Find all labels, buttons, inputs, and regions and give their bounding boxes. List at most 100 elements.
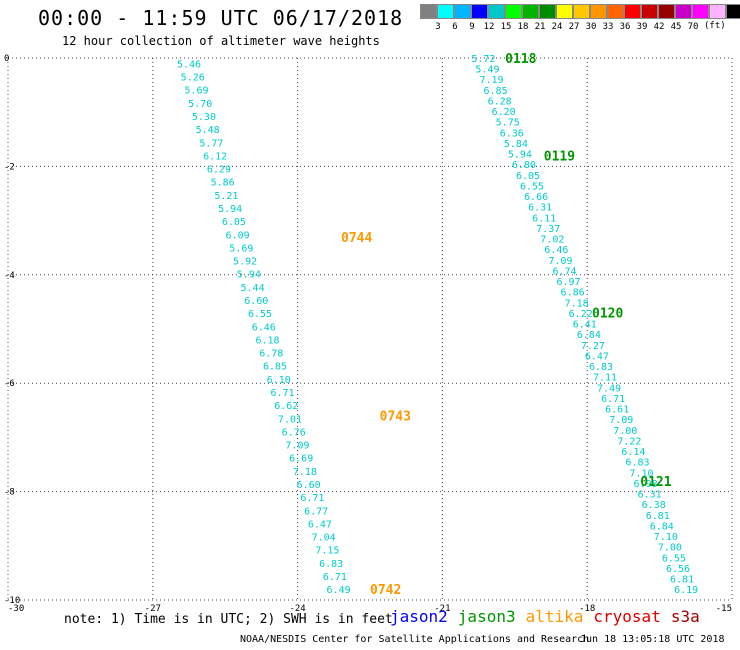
swh-value: 6.81	[670, 575, 694, 586]
swh-value: 6.55	[248, 309, 272, 320]
time-label: 0120	[592, 307, 623, 322]
legend-swatch	[709, 4, 726, 19]
swh-value: 6.55	[520, 181, 544, 192]
swh-value: 7.10	[629, 468, 653, 479]
legend-color-boxes	[420, 4, 740, 19]
swh-value: 6.41	[573, 320, 597, 331]
swh-value: 5.94	[508, 150, 532, 161]
swh-value: 7.09	[609, 415, 633, 426]
legend-swatch	[471, 4, 488, 19]
swh-value: 7.02	[540, 235, 564, 246]
swh-value: 6.76	[282, 427, 306, 438]
legend-label: 33	[602, 22, 614, 32]
swh-value: 6.20	[492, 107, 516, 118]
swh-value: 5.75	[496, 118, 520, 129]
satellite-s3a: s3a	[670, 607, 700, 626]
legend-label: 30	[585, 22, 597, 32]
time-label: 0121	[640, 475, 671, 490]
page-title: 00:00 - 11:59 UTC 06/17/2018	[38, 6, 404, 30]
swh-value: 7.00	[613, 426, 637, 437]
swh-value: 5.48	[196, 125, 220, 136]
swh-value: 5.21	[214, 191, 238, 202]
swh-value: 6.49	[327, 585, 351, 596]
satellite-altika: altika	[525, 607, 584, 626]
swh-value: 5.69	[184, 86, 208, 97]
swh-value: 6.74	[552, 266, 576, 277]
swh-value: 6.36	[500, 128, 524, 139]
legend-swatch	[556, 4, 573, 19]
swh-value: 6.38	[642, 500, 666, 511]
legend-label: 24	[551, 22, 563, 32]
legend-label: 15	[500, 22, 512, 32]
time-label: 0744	[341, 231, 372, 246]
color-legend: 3 6 9 12 15 18 21 24 27 30 33 36 39 42 45 70	[420, 4, 740, 33]
swh-value: 6.09	[226, 230, 250, 241]
swh-value: 6.83	[319, 559, 343, 570]
y-tick-label: -4	[4, 271, 15, 281]
swh-value: 6.46	[252, 322, 276, 333]
swh-value: 6.71	[601, 394, 625, 405]
legend-swatch	[624, 4, 641, 19]
swh-value: 5.72	[471, 54, 495, 65]
swh-value: 7.49	[597, 383, 621, 394]
swh-value: 6.61	[605, 405, 629, 416]
swh-value: 7.09	[548, 256, 572, 267]
legend-labels: 3 6 9 12 15 18 21 24 27 30 33 36 39 42 45 70	[420, 19, 740, 33]
swh-value: 7.11	[593, 373, 617, 384]
legend-swatch	[488, 4, 505, 19]
legend-swatch	[641, 4, 658, 19]
swh-value: 7.37	[536, 224, 560, 235]
legend-label: 42	[653, 22, 665, 32]
swh-value: 5.86	[211, 178, 235, 189]
satellite-cryosat: cryosat	[593, 607, 661, 626]
legend-swatch	[726, 4, 740, 19]
legend-label: 18	[517, 22, 529, 32]
swh-value: 6.98	[634, 479, 658, 490]
legend-label: 3	[435, 22, 441, 32]
satellite-jason3: jason3	[457, 607, 516, 626]
legend-label: 27	[568, 22, 580, 32]
satellite-legend: jason2 jason3 altika cryosat s3a	[390, 607, 710, 626]
legend-swatch	[607, 4, 624, 19]
swh-value: 6.84	[577, 330, 601, 341]
swh-value: 6.69	[289, 454, 313, 465]
time-label: 0742	[370, 583, 401, 598]
swh-value: 6.80	[512, 160, 536, 171]
swh-value: 6.71	[300, 493, 324, 504]
swh-value: 6.05	[516, 171, 540, 182]
swh-value: 5.94	[218, 204, 242, 215]
swh-value: 6.77	[304, 506, 328, 517]
time-label: 0119	[544, 150, 575, 165]
time-label: 0743	[380, 410, 411, 425]
swh-value: 6.62	[274, 401, 298, 412]
legend-swatch	[437, 4, 454, 19]
swh-value: 6.05	[222, 217, 246, 228]
swh-value: 6.11	[532, 213, 556, 224]
swh-value: 6.55	[662, 553, 686, 564]
swh-value: 6.47	[308, 519, 332, 530]
swh-value: 6.71	[323, 572, 347, 583]
x-tick-label: -18	[579, 604, 595, 614]
axis-ticks: -30 -27 -24 -21 -18 -15 0 -2 -4 -6 -8 -10	[4, 54, 732, 614]
swh-value: 6.66	[524, 192, 548, 203]
swh-value: 7.19	[479, 75, 503, 86]
swh-value: 6.22	[569, 309, 593, 320]
legend-unit: (ft)	[704, 21, 726, 31]
legend-swatch	[658, 4, 675, 19]
swh-value: 5.30	[192, 112, 216, 123]
swh-value: 6.29	[207, 165, 231, 176]
swh-value: 6.10	[267, 375, 291, 386]
credit-footer: NOAA/NESDIS Center for Satellite Applica…	[240, 634, 590, 645]
swh-value: 6.78	[259, 349, 283, 360]
swh-value: 6.28	[488, 96, 512, 107]
y-tick-label: -2	[4, 162, 15, 172]
page-subtitle: 12 hour collection of altimeter wave hei…	[62, 34, 380, 48]
swh-value: 6.71	[270, 388, 294, 399]
swh-value: 5.26	[181, 73, 205, 84]
swh-value: 6.47	[585, 351, 609, 362]
swh-value: 5.84	[504, 139, 528, 150]
track-jason3: 5.725.497.196.856.286.205.756.365.845.94…	[471, 52, 698, 596]
legend-swatch	[692, 4, 709, 19]
swh-value: 6.83	[589, 362, 613, 373]
